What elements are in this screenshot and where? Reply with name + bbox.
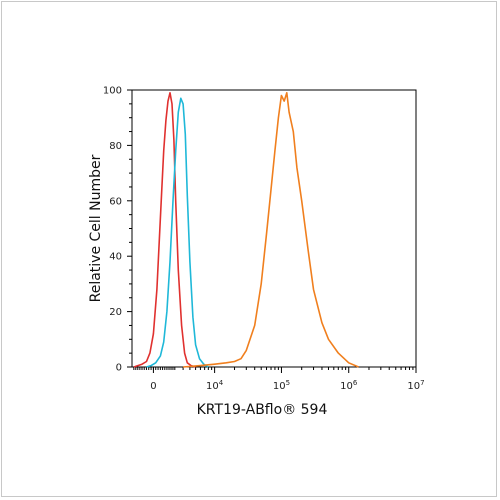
histogram-series-3 — [183, 92, 359, 368]
histogram-series-2 — [146, 97, 209, 368]
x-tick-label: 0 — [150, 381, 156, 392]
plot-area — [131, 89, 417, 368]
x-tick-label: 105 — [273, 379, 290, 392]
y-tick-labels: 0 20 40 60 80 100 — [103, 86, 122, 374]
y-tick-label: 0 — [116, 363, 122, 374]
x-tick-label: 106 — [340, 379, 358, 392]
y-tick-label: 60 — [109, 196, 122, 207]
y-tick-label: 80 — [109, 141, 122, 152]
x-axis-title: KRT19-ABflo® 594 — [197, 402, 328, 418]
x-tick-label: 104 — [206, 379, 224, 392]
x-tick-labels: 0 104 105 106 107 — [150, 379, 424, 392]
y-tick-label: 100 — [103, 86, 122, 97]
y-tick-label: 20 — [109, 307, 122, 318]
y-axis-title: Relative Cell Number — [88, 154, 104, 302]
histogram-series-1 — [133, 92, 196, 368]
x-tick-label: 107 — [407, 379, 424, 392]
series-layer — [133, 92, 359, 368]
tick-marks — [127, 89, 417, 373]
y-tick-label: 40 — [109, 252, 122, 263]
